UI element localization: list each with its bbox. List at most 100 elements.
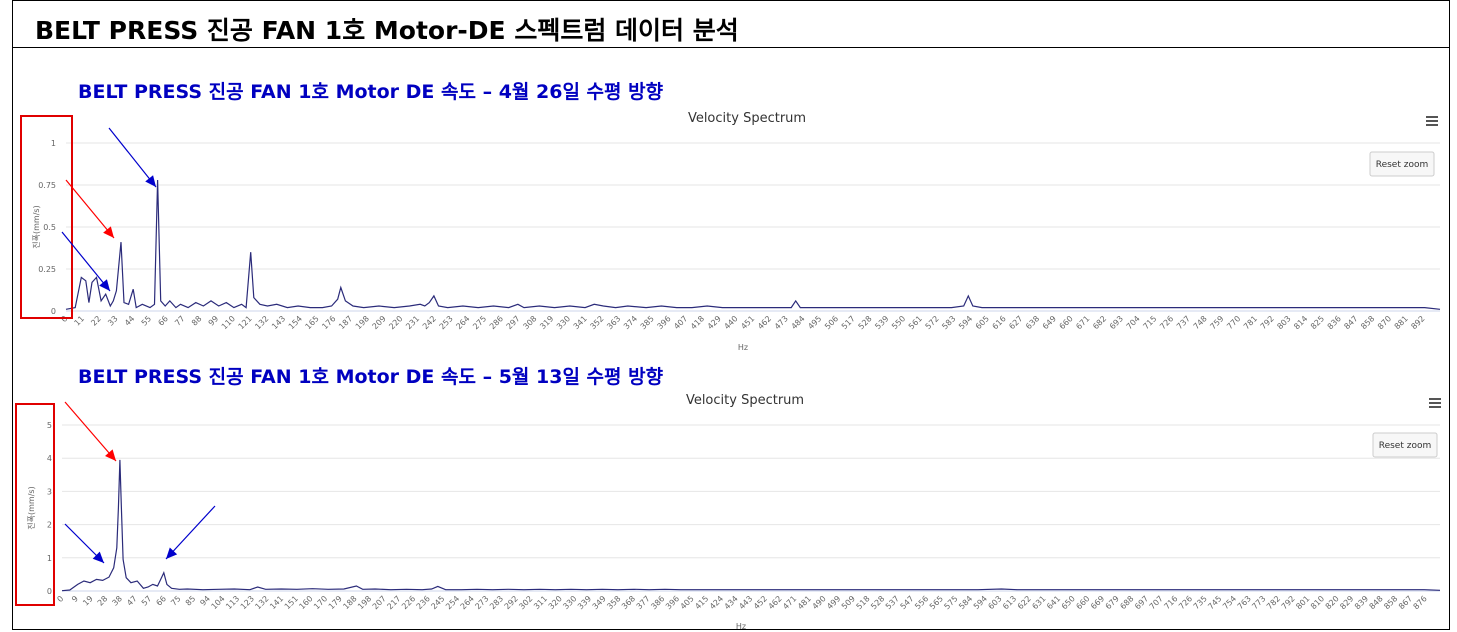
reset-zoom-label[interactable]: Reset zoom (1376, 160, 1429, 170)
x-tick-label: 565 (928, 594, 945, 611)
reset-zoom-label[interactable]: Reset zoom (1379, 441, 1432, 451)
x-tick-label: 264 (459, 594, 476, 611)
x-tick-label: 471 (781, 594, 798, 611)
x-tick-label: 650 (1060, 594, 1077, 611)
reset-zoom-button-bg[interactable] (1372, 432, 1438, 458)
x-tick-label: 499 (825, 594, 842, 611)
x-tick-label: 490 (811, 594, 828, 611)
x-tick-label: 759 (1208, 314, 1225, 331)
chart1-heading: BELT PRESS 진공 FAN 1호 Motor DE 속도 – 4월 26… (78, 81, 664, 103)
x-tick-label: 679 (1104, 594, 1121, 611)
annotation-arrow-head (92, 551, 104, 563)
menu-icon-bar[interactable] (1429, 402, 1441, 404)
header-bar: BELT PRESS 진공 FAN 1호 Motor-DE 스펙트럼 데이터 분… (12, 0, 1450, 48)
x-tick-label: 297 (505, 314, 522, 331)
x-tick-label: 704 (1125, 314, 1142, 331)
x-tick-label: 352 (588, 314, 605, 331)
x-tick-label: 726 (1177, 594, 1194, 611)
hamburger-menu-icon[interactable] (1426, 116, 1438, 126)
x-tick-label: 801 (1294, 594, 1311, 611)
x-tick-label: 627 (1007, 314, 1024, 331)
x-tick-label: 396 (664, 594, 681, 611)
annotation-arrow-head (145, 175, 156, 187)
x-tick-label: 517 (840, 314, 857, 331)
x-tick-label: 839 (1353, 594, 1370, 611)
hamburger-menu-icon[interactable] (1429, 398, 1441, 408)
annotation-arrow-head (105, 449, 116, 461)
menu-icon-bar[interactable] (1429, 406, 1441, 408)
y-tick-label: 0 (47, 587, 52, 596)
y-tick-label: 0.25 (38, 265, 56, 274)
x-tick-label: 132 (253, 314, 270, 331)
x-tick-label: 188 (341, 594, 358, 611)
x-tick-label: 154 (287, 314, 304, 331)
menu-icon-bar[interactable] (1426, 124, 1438, 126)
x-tick-label: 754 (1221, 594, 1238, 611)
x-tick-label: 484 (790, 314, 807, 331)
x-tick-label: 302 (517, 594, 534, 611)
x-tick-label: 286 (488, 314, 505, 331)
x-tick-label: 707 (1148, 594, 1165, 611)
x-tick-label: 77 (173, 314, 187, 328)
x-tick-label: 825 (1309, 314, 1326, 331)
x-tick-label: 506 (823, 314, 840, 331)
x-tick-label: 876 (1412, 594, 1429, 611)
x-tick-label: 396 (655, 314, 672, 331)
x-tick-label: 245 (429, 594, 446, 611)
x-tick-label: 561 (907, 314, 924, 331)
x-tick-label: 33 (106, 314, 120, 328)
series-line (65, 179, 1441, 310)
x-tick-label: 556 (913, 594, 930, 611)
x-tick-label: 584 (957, 594, 974, 611)
annotation-arrow-line (65, 179, 115, 239)
x-tick-label: 264 (454, 314, 471, 331)
x-tick-label: 858 (1382, 594, 1399, 611)
x-tick-label: 473 (773, 314, 790, 331)
reset-zoom-button[interactable]: Reset zoom (1372, 432, 1438, 458)
x-tick-label: 19 (81, 594, 95, 608)
x-tick-label: 829 (1338, 594, 1355, 611)
reset-zoom-button-bg[interactable] (1369, 151, 1435, 177)
x-tick-label: 75 (169, 594, 183, 608)
x-tick-label: 231 (404, 314, 421, 331)
x-tick-label: 814 (1292, 314, 1309, 331)
x-tick-label: 242 (421, 314, 438, 331)
menu-icon-bar[interactable] (1429, 398, 1441, 400)
x-tick-label: 38 (110, 594, 124, 608)
x-tick-label: 737 (1175, 314, 1192, 331)
x-tick-label: 452 (752, 594, 769, 611)
x-tick-label: 575 (942, 594, 959, 611)
x-tick-label: 836 (1326, 314, 1343, 331)
x-tick-label: 770 (1225, 314, 1242, 331)
x-tick-label: 509 (840, 594, 857, 611)
menu-icon-bar[interactable] (1426, 116, 1438, 118)
x-tick-label: 121 (237, 314, 254, 331)
x-tick-label: 44 (123, 314, 137, 328)
x-tick-label: 693 (1108, 314, 1125, 331)
x-tick-label: 104 (210, 594, 227, 611)
y-tick-label: 5 (47, 421, 52, 430)
menu-icon-bar[interactable] (1426, 120, 1438, 122)
x-tick-label: 434 (723, 594, 740, 611)
x-tick-label: 311 (532, 594, 549, 611)
x-tick-label: 292 (503, 594, 520, 611)
reset-zoom-button[interactable]: Reset zoom (1369, 151, 1435, 177)
x-tick-label: 405 (679, 594, 696, 611)
x-tick-label: 308 (521, 314, 538, 331)
x-tick-label: 803 (1275, 314, 1292, 331)
series-line (61, 459, 1441, 592)
x-tick-label: 143 (270, 314, 287, 331)
y-tick-label: 0.5 (43, 223, 56, 232)
x-tick-label: 9 (70, 594, 80, 604)
x-tick-label: 847 (1342, 314, 1359, 331)
x-tick-label: 418 (689, 314, 706, 331)
x-tick-label: 113 (224, 594, 241, 611)
x-tick-label: 671 (1074, 314, 1091, 331)
x-tick-label: 88 (190, 314, 204, 328)
y-tick-label: 3 (47, 487, 52, 496)
x-tick-label: 481 (796, 594, 813, 611)
x-tick-label: 572 (924, 314, 941, 331)
x-tick-label: 688 (1118, 594, 1135, 611)
